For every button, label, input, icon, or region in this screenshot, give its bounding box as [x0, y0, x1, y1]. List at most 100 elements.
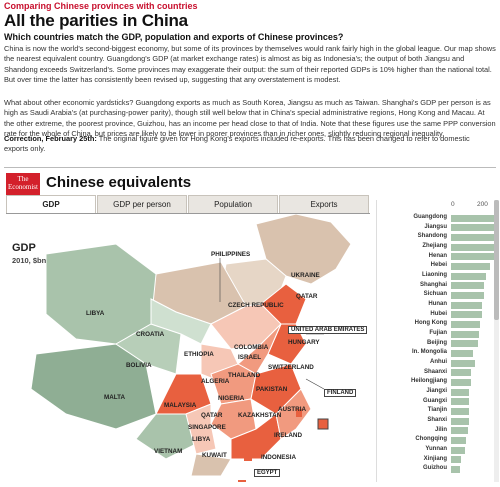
bar-row[interactable]: Heilongjiang: [377, 377, 499, 387]
scrollbar[interactable]: [494, 200, 499, 482]
bar-label: Xinjiang: [423, 455, 447, 462]
bar-label: Zhejiang: [422, 243, 447, 250]
tab-bar: GDP GDP per person Population Exports: [6, 195, 370, 214]
tab-exports[interactable]: Exports: [279, 195, 369, 213]
bar: [451, 301, 482, 309]
map-region: [296, 409, 302, 417]
bar-row[interactable]: Guangxi: [377, 397, 499, 407]
leader-line: [305, 378, 325, 390]
map-label: HUNGARY: [288, 339, 320, 346]
bar-row[interactable]: Xinjiang: [377, 455, 499, 465]
map-label: MALTA: [104, 394, 126, 401]
bar: [451, 456, 462, 464]
correction-label: Correction, February 25th:: [4, 134, 97, 143]
article-paragraph: What about other economic yardsticks? Gu…: [4, 98, 496, 138]
map-label: AUSTRIA: [278, 406, 306, 413]
bar: [451, 340, 479, 348]
china-map[interactable]: UKRAINE PHILIPPINES QATAR CZECH REPUBLIC…: [6, 213, 370, 482]
bar-row[interactable]: Anhui: [377, 358, 499, 368]
bar-row[interactable]: Liaoning: [377, 271, 499, 281]
bar-row[interactable]: Hong Kong: [377, 319, 499, 329]
bar-row[interactable]: Guangdong: [377, 213, 499, 223]
bar: [451, 253, 496, 261]
tab-gdp[interactable]: GDP: [6, 195, 96, 213]
axis-tick: 200: [477, 201, 488, 208]
bar-label: Anhui: [430, 359, 447, 366]
china-map-svg: [30, 213, 352, 482]
bar: [451, 388, 470, 396]
map-label: UKRAINE: [291, 272, 320, 279]
map-label: UNITED ARAB EMIRATES: [288, 326, 368, 334]
tab-gdp-per-person[interactable]: GDP per person: [97, 195, 187, 213]
bar-label: Jilin: [434, 426, 447, 433]
bar-row[interactable]: Shanxi: [377, 416, 499, 426]
bar-rows: Guangdong Jiangsu Shandong Zhejiang Henan Heb…: [377, 213, 499, 474]
map-region: [115, 323, 182, 375]
bar: [451, 282, 485, 290]
bar-row[interactable]: Shaanxi: [377, 368, 499, 378]
bar-label: Hubei: [430, 310, 447, 317]
bar-row[interactable]: In. Mongolia: [377, 348, 499, 358]
infographic: The Economist Chinese equivalents GDP GD…: [4, 167, 499, 482]
correction-text: The original figure given for Hong Kong'…: [4, 134, 470, 154]
bar-row[interactable]: Beijing: [377, 339, 499, 349]
page-title: All the parities in China: [4, 11, 188, 30]
bar-row[interactable]: Hunan: [377, 300, 499, 310]
subheading: Which countries match the GDP, populatio…: [4, 32, 344, 42]
bar-label: Heilongjiang: [411, 378, 447, 385]
tab-population[interactable]: Population: [188, 195, 278, 213]
bar-row[interactable]: Zhejiang: [377, 242, 499, 252]
map-label: IRELAND: [274, 432, 302, 439]
bar-label: Sichuan: [423, 291, 447, 298]
map-label: QATAR: [201, 412, 223, 419]
bar: [451, 291, 485, 299]
map-label: ETHIOPIA: [184, 351, 214, 358]
map-label: LIBYA: [192, 436, 211, 443]
bar-label: Beijing: [426, 339, 447, 346]
map-label: SWITZERLAND: [268, 364, 314, 371]
bar-label: Shaanxi: [423, 368, 447, 375]
bar-row[interactable]: Yunnan: [377, 445, 499, 455]
map-region: [185, 403, 217, 455]
bar-row[interactable]: Shanghai: [377, 281, 499, 291]
kicker-link[interactable]: Comparing Chinese provinces with countri…: [4, 1, 198, 11]
bar-label: Tianjin: [427, 407, 447, 414]
bar-row[interactable]: Jiangsu: [377, 223, 499, 233]
bar-row[interactable]: Henan: [377, 252, 499, 262]
bar: [451, 398, 470, 406]
map-region: [135, 413, 197, 460]
bar-row[interactable]: Tianjin: [377, 406, 499, 416]
map-region: [317, 418, 329, 430]
bar: [451, 369, 471, 377]
map-label: SINGAPORE: [188, 424, 226, 431]
bar: [451, 436, 467, 444]
bar-label: Jiangxi: [426, 388, 447, 395]
bar-label: Shandong: [417, 233, 447, 240]
bar-label: Guangxi: [422, 397, 447, 404]
bar-row[interactable]: Chongqing: [377, 435, 499, 445]
bar: [451, 330, 480, 338]
bar-row[interactable]: Fujian: [377, 329, 499, 339]
bar-row[interactable]: Jilin: [377, 426, 499, 436]
bar: [451, 349, 474, 357]
bar-label: Chongqing: [415, 436, 447, 443]
map-label: COLOMBIA: [234, 344, 269, 351]
map-region: [275, 388, 312, 440]
bar-label: Shanghai: [419, 281, 447, 288]
map-label: VIETNAM: [154, 448, 183, 455]
bar-row[interactable]: Guizhou: [377, 464, 499, 474]
axis-tick: 0: [451, 201, 455, 208]
province-bar-chart[interactable]: 0 200 Guangdong Jiangsu Shandong Zhejiang He…: [376, 200, 499, 482]
bar: [451, 320, 481, 328]
bar-row[interactable]: Hebei: [377, 261, 499, 271]
bar-row[interactable]: Jiangxi: [377, 387, 499, 397]
map-label: INDONESIA: [261, 454, 296, 461]
bar-row[interactable]: Hubei: [377, 310, 499, 320]
bar: [451, 407, 469, 415]
map-label: KUWAIT: [202, 452, 227, 459]
bar-row[interactable]: Sichuan: [377, 290, 499, 300]
scrollbar-thumb[interactable]: [494, 200, 499, 320]
map-measure-subtitle: 2010, $bn: [12, 256, 47, 265]
economist-logo: The Economist: [6, 173, 40, 195]
bar-row[interactable]: Shandong: [377, 232, 499, 242]
